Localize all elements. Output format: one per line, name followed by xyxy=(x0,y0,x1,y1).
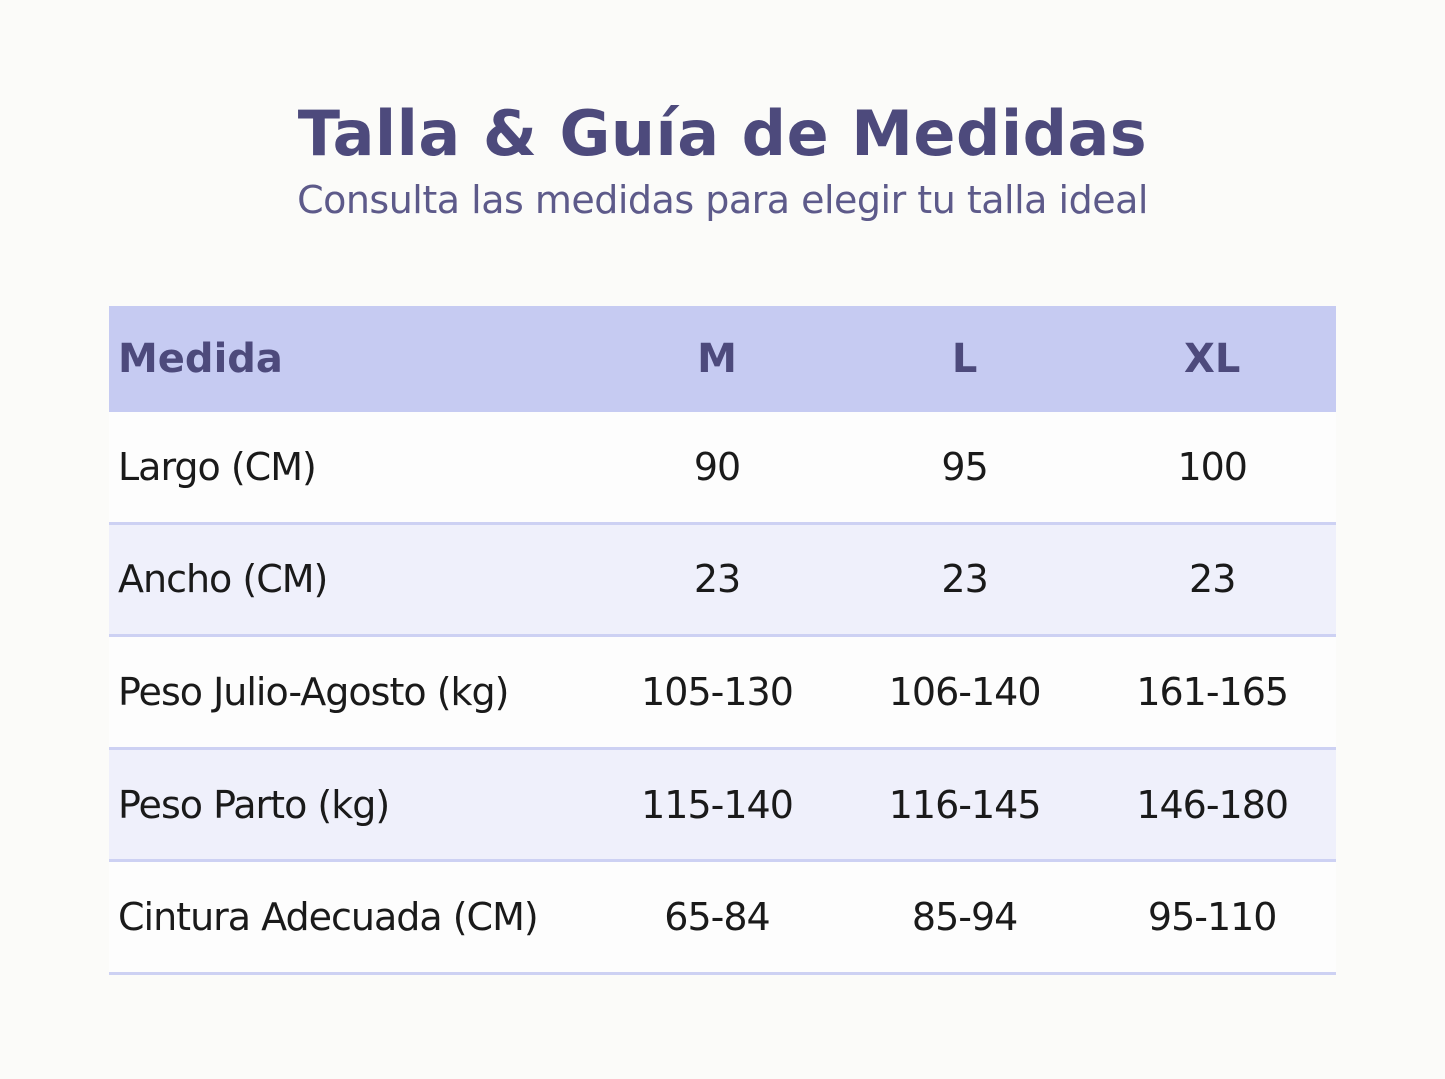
column-header-medida: Medida xyxy=(118,336,283,382)
cell-value-m: 105-130 xyxy=(641,669,794,714)
cell-value-xl: 161-165 xyxy=(1136,669,1289,714)
row-label: Peso Julio-Agosto (kg) xyxy=(118,669,509,714)
table-row: Peso Julio-Agosto (kg) 105-130 106-140 1… xyxy=(109,637,1336,750)
cell-value-xl: 146-180 xyxy=(1136,782,1289,827)
table-row: Cintura Adecuada (CM) 65-84 85-94 95-110 xyxy=(109,862,1336,975)
table-row: Ancho (CM) 23 23 23 xyxy=(109,524,1336,638)
cell-value-m: 65-84 xyxy=(664,895,770,940)
row-label: Largo (CM) xyxy=(118,444,317,489)
page-subtitle: Consulta las medidas para elegir tu tall… xyxy=(297,178,1148,222)
cell-value-l: 85-94 xyxy=(911,895,1018,940)
cell-value-m: 115-140 xyxy=(641,782,794,827)
column-header-m: M xyxy=(697,336,737,382)
cell-value-l: 23 xyxy=(941,557,988,602)
cell-value-l: 95 xyxy=(941,444,988,489)
cell-value-m: 90 xyxy=(693,444,741,489)
table-row: Peso Parto (kg) 115-140 116-145 146-180 xyxy=(109,749,1336,863)
table-header-row: Medida M L XL xyxy=(109,306,1336,412)
cell-value-l: 106-140 xyxy=(888,669,1042,714)
table-row: Largo (CM) 90 95 100 xyxy=(109,412,1336,525)
size-table: Medida M L XL Largo (CM) 90 95 100 Ancho… xyxy=(109,306,1336,975)
page-title: Talla & Guía de Medidas xyxy=(297,97,1148,170)
column-header-l: L xyxy=(951,336,978,382)
column-header-xl: XL xyxy=(1184,336,1241,382)
cell-value-xl: 23 xyxy=(1189,557,1236,602)
cell-value-m: 23 xyxy=(693,557,741,602)
cell-value-l: 116-145 xyxy=(888,782,1042,827)
page-header: Talla & Guía de Medidas Consulta las med… xyxy=(0,92,1445,224)
row-label: Cintura Adecuada (CM) xyxy=(118,895,539,940)
cell-value-xl: 95-110 xyxy=(1147,895,1278,940)
cell-value-xl: 100 xyxy=(1177,444,1248,489)
row-label: Ancho (CM) xyxy=(118,557,328,602)
row-label: Peso Parto (kg) xyxy=(118,782,390,827)
